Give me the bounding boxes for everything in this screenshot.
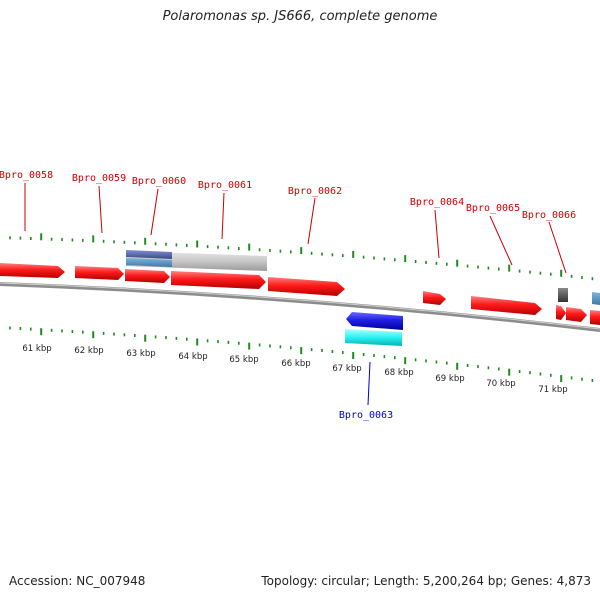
- kbp-label: 71 kbp: [538, 385, 567, 395]
- gene-arrow-bpro-0065[interactable]: [471, 296, 542, 315]
- inner-tick-marks: [9, 326, 594, 383]
- kbp-label: 68 kbp: [384, 368, 413, 378]
- kbp-label: 64 kbp: [178, 352, 207, 362]
- feature-teal: [126, 258, 172, 267]
- feature-dark-grey: [558, 288, 568, 302]
- kbp-label: 63 kbp: [126, 349, 155, 359]
- gene-arrow-bpro-0066[interactable]: [556, 305, 566, 320]
- kbp-label: 66 kbp: [281, 359, 310, 369]
- kbp-label: 69 kbp: [435, 374, 464, 384]
- kbp-label: 61 kbp: [22, 344, 51, 354]
- gene-arrow-bpro-0061[interactable]: [171, 271, 266, 289]
- gene-label-bpro-0064[interactable]: Bpro_0064: [410, 197, 464, 208]
- gene-arrow-bpro-0064[interactable]: [423, 291, 446, 305]
- kbp-label: 65 kbp: [229, 355, 258, 365]
- gene-arrow-bpro-0058[interactable]: [0, 263, 65, 278]
- genome-backbone-highlight: [0, 282, 600, 330]
- outer-tick-marks: [9, 233, 594, 281]
- gene-arrow-bpro-0060[interactable]: [125, 269, 170, 283]
- gene-label-bpro-0060[interactable]: Bpro_0060: [132, 176, 186, 187]
- feature-cyan: [345, 329, 402, 346]
- gene-label-bpro-0059[interactable]: Bpro_0059: [72, 173, 126, 184]
- feature-slate: [126, 250, 172, 259]
- gene-label-bpro-0063[interactable]: Bpro_0063: [339, 410, 393, 421]
- gene-label-bpro-0058[interactable]: Bpro_0058: [0, 170, 53, 181]
- map-title: Polaromonas sp. JS666, complete genome: [162, 9, 438, 24]
- kbp-label: 70 kbp: [486, 379, 515, 389]
- kbp-label: 62 kbp: [74, 346, 103, 356]
- feature-steel-blue: [592, 292, 600, 305]
- accession-text: Accession: NC_007948: [9, 574, 146, 588]
- gene-arrow-small[interactable]: [566, 307, 587, 322]
- gene-label-bpro-0062[interactable]: Bpro_0062: [288, 186, 342, 197]
- gene-label-bpro-0065[interactable]: Bpro_0065: [466, 203, 520, 214]
- kbp-label: 67 kbp: [332, 364, 361, 374]
- gene-label-bpro-0066[interactable]: Bpro_0066: [522, 210, 576, 221]
- gene-arrow-bpro-0062[interactable]: [268, 277, 345, 296]
- gene-arrow-bpro-0063[interactable]: [346, 312, 403, 330]
- gene-arrow-bpro-0059[interactable]: [75, 266, 124, 280]
- gene-label-lines: [24, 183, 567, 406]
- forward-strand-features: [0, 250, 600, 325]
- genome-summary-text: Topology: circular; Length: 5,200,264 bp…: [261, 574, 591, 588]
- kbp-axis-labels: 61 kbp 62 kbp 63 kbp 64 kbp 65 kbp 66 kbp 67 k…: [22, 344, 567, 395]
- gene-label-bpro-0061[interactable]: Bpro_0061: [198, 180, 252, 191]
- gene-arrow-edge[interactable]: [590, 310, 600, 325]
- reverse-strand-features: [345, 312, 403, 346]
- genome-backbone: [0, 282, 600, 332]
- gene-labels: Bpro_0058 Bpro_0059 Bpro_0060 Bpro_0061 Bpro…: [0, 170, 576, 421]
